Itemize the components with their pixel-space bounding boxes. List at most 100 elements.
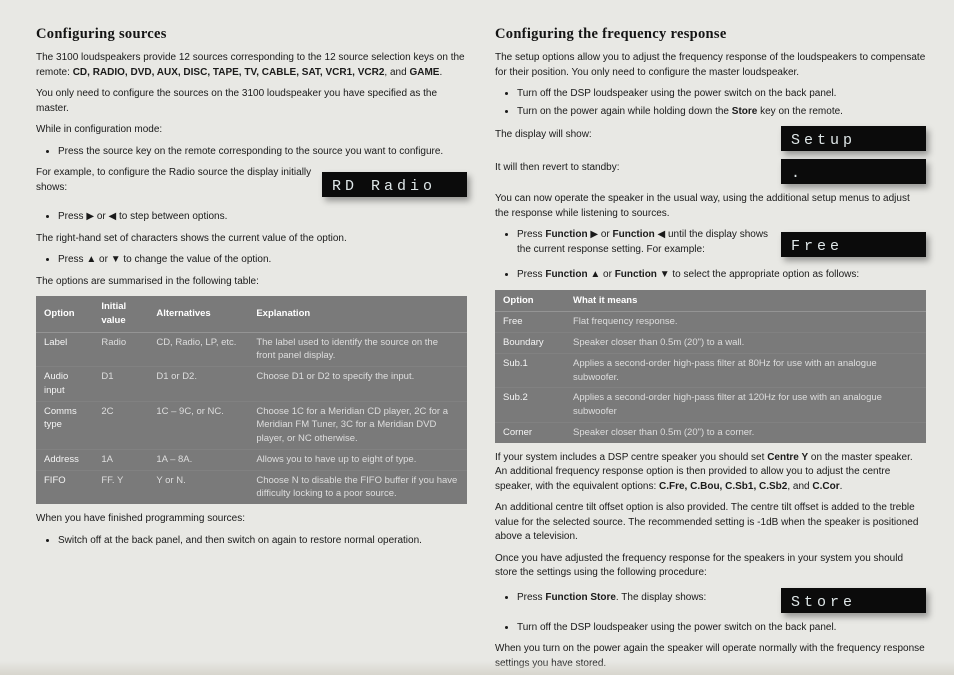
down-arrow-icon: ▼ (111, 254, 121, 265)
table-cell: D1 (93, 367, 148, 402)
table-cell: Radio (93, 332, 148, 367)
function-bold: Function (545, 269, 587, 280)
table-cell: Flat frequency response. (565, 312, 926, 333)
table-cell: D1 or D2. (148, 367, 248, 402)
right-row3-li: Press Function ▶ or Function ◀ until the… (517, 228, 771, 257)
left-li3: Press ▲ or ▼ to change the value of the … (58, 253, 467, 268)
text: . (439, 67, 442, 78)
store-key-bold: Store (732, 106, 758, 117)
table-cell: CD, Radio, LP, etc. (148, 332, 248, 367)
left-p5: The options are summarised in the follow… (36, 275, 467, 290)
right-heading: Configuring the frequency response (495, 24, 926, 45)
text: Press (517, 229, 545, 240)
text: Press (58, 211, 86, 222)
up-arrow-icon: ▲ (590, 269, 600, 280)
text: to select the appropriate option as foll… (670, 269, 860, 280)
table-cell: Address (36, 449, 93, 470)
row1-text: For example, to configure the Radio sour… (36, 166, 312, 195)
table-cell: FIFO (36, 470, 93, 504)
left-li4: Switch off at the back panel, and then s… (58, 534, 467, 549)
right-p1: The setup options allow you to adjust th… (495, 51, 926, 80)
table-cell: Label (36, 332, 93, 367)
table-cell: Choose N to disable the FIFO buffer if y… (248, 470, 467, 504)
text: If your system includes a DSP centre spe… (495, 452, 767, 463)
th-option: Option (36, 296, 93, 332)
table-cell: Choose D1 or D2 to specify the input. (248, 367, 467, 402)
function-bold: Function (615, 269, 657, 280)
table-cell: Free (495, 312, 565, 333)
page: Configuring sources The 3100 loudspeaker… (0, 0, 954, 675)
table-cell: The label used to identify the source on… (248, 332, 467, 367)
right-li1: Turn off the DSP loudspeaker using the p… (517, 87, 926, 102)
text: or (94, 211, 108, 222)
centre-y-bold: Centre Y (767, 452, 808, 463)
right-li5: Turn off the DSP loudspeaker using the p… (517, 621, 926, 636)
response-tbody: FreeFlat frequency response.BoundarySpea… (495, 312, 926, 443)
text: key on the remote. (757, 106, 843, 117)
text: or (96, 254, 110, 265)
table-cell: 1A – 8A. (148, 449, 248, 470)
text: or (600, 269, 614, 280)
lcd-row-standby: It will then revert to standby: . (495, 159, 926, 184)
left-heading: Configuring sources (36, 24, 467, 45)
text: , and (384, 67, 409, 78)
right-column: Configuring the frequency response The s… (495, 24, 926, 665)
options-tbody: LabelRadioCD, Radio, LP, etc.The label u… (36, 332, 467, 504)
text: to change the value of the option. (121, 254, 272, 265)
down-arrow-icon: ▼ (660, 269, 670, 280)
options-table: Option Initial value Alternatives Explan… (36, 296, 467, 504)
left-p6: When you have finished programming sourc… (36, 512, 467, 527)
th-alternatives: Alternatives (148, 296, 248, 332)
lcd-row-store: Press Function Store. The display shows:… (495, 588, 926, 613)
right-p4: An additional centre tilt offset option … (495, 501, 926, 545)
lcd-standby: . (781, 159, 926, 184)
left-p2: You only need to configure the sources o… (36, 87, 467, 116)
text: . (840, 481, 843, 492)
text: Turn on the power again while holding do… (517, 106, 732, 117)
th-explanation: Explanation (248, 296, 467, 332)
lcd-setup: Setup (781, 126, 926, 151)
table-cell: Choose 1C for a Meridian CD player, 2C f… (248, 401, 467, 449)
right-row4-li: Press Function Store. The display shows: (517, 591, 771, 606)
function-bold: Function (545, 229, 587, 240)
table-cell: Speaker closer than 0.5m (20") to a wall… (565, 333, 926, 354)
response-table: Option What it means FreeFlat frequency … (495, 290, 926, 443)
table-cell: Applies a second-order high-pass filter … (565, 353, 926, 388)
table-cell: Corner (495, 422, 565, 442)
th-initial: Initial value (93, 296, 148, 332)
right-li3: Press Function ▲ or Function ▼ to select… (517, 268, 926, 283)
th-meaning: What it means (565, 290, 926, 312)
left-p1: The 3100 loudspeakers provide 12 sources… (36, 51, 467, 80)
table-row: Comms type2C1C – 9C, or NC.Choose 1C for… (36, 401, 467, 449)
text: or (598, 229, 612, 240)
table-cell: Allows you to have up to eight of type. (248, 449, 467, 470)
table-cell: Boundary (495, 333, 565, 354)
row1-text: The display will show: (495, 128, 771, 143)
up-arrow-icon: ▲ (86, 254, 96, 265)
right-arrow-icon: ▶ (590, 229, 598, 240)
lcd-row-free: Press Function ▶ or Function ◀ until the… (495, 228, 926, 260)
text: , and (787, 481, 812, 492)
table-cell: Sub.1 (495, 353, 565, 388)
table-row: FreeFlat frequency response. (495, 312, 926, 333)
table-cell: Y or N. (148, 470, 248, 504)
table-cell: Applies a second-order high-pass filter … (565, 388, 926, 423)
lcd-store: Store (781, 588, 926, 613)
text: Press (517, 269, 545, 280)
table-row: Address1A1A – 8A.Allows you to have up t… (36, 449, 467, 470)
centre-opts-bold: C.Fre, C.Bou, C.Sb1, C.Sb2 (659, 481, 787, 492)
right-li2: Turn on the power again while holding do… (517, 105, 926, 120)
table-row: Audio inputD1D1 or D2.Choose D1 or D2 to… (36, 367, 467, 402)
text: Press (58, 254, 86, 265)
table-row: Sub.1Applies a second-order high-pass fi… (495, 353, 926, 388)
table-row: LabelRadioCD, Radio, LP, etc.The label u… (36, 332, 467, 367)
table-row: BoundarySpeaker closer than 0.5m (20") t… (495, 333, 926, 354)
function-store-bold: Function Store (545, 592, 616, 603)
table-cell: 2C (93, 401, 148, 449)
table-cell: Comms type (36, 401, 93, 449)
table-cell: FF. Y (93, 470, 148, 504)
right-p5: Once you have adjusted the frequency res… (495, 552, 926, 581)
ccor-bold: C.Cor (812, 481, 839, 492)
left-li1: Press the source key on the remote corre… (58, 145, 467, 160)
lcd-free: Free (781, 232, 926, 257)
